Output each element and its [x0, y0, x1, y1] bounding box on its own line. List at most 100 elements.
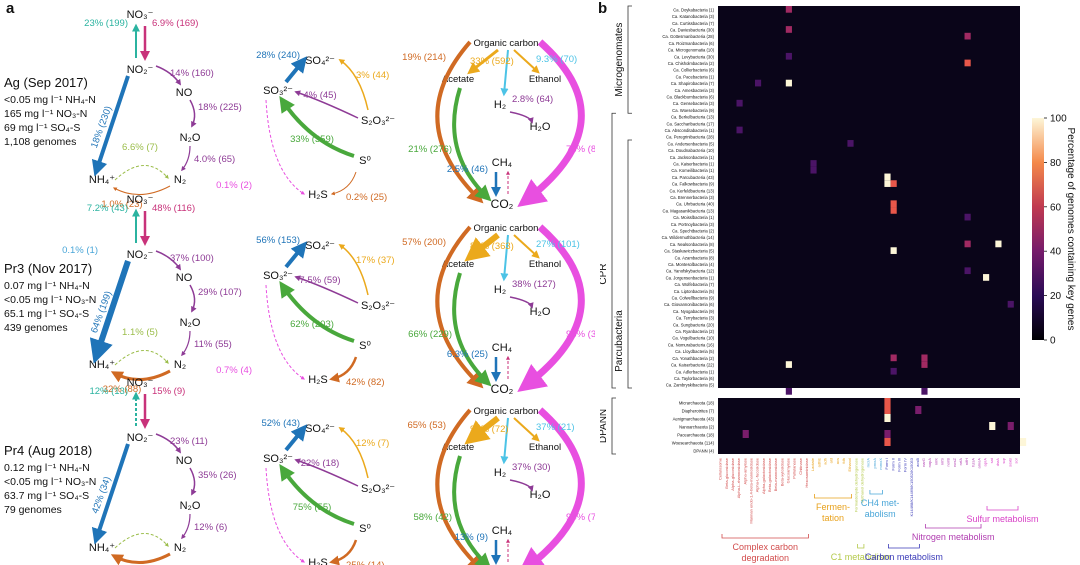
heatmap-column-label: Form II — [890, 458, 895, 471]
flux-label: 33% (592) — [470, 56, 514, 67]
node-h2s: H₂S — [308, 189, 328, 201]
heatmap-column-label: narG — [921, 458, 926, 467]
heatmap-row-label: Ca. Woesebacteria (9) — [672, 108, 714, 113]
node-co2: CO₂ — [491, 382, 514, 396]
category-bracket — [814, 494, 852, 499]
heatmap-row-label: Ca. Blackburnbacteria (6) — [667, 94, 715, 99]
colorbar-tick-label: 100 — [1050, 114, 1067, 125]
category-label: C1 metabolism — [831, 552, 891, 562]
arrow-no2-nh4 — [89, 260, 131, 364]
flux-label: 4% (45) — [303, 90, 336, 101]
category-label: tation — [822, 513, 844, 523]
heatmap-column-label: Form IV — [903, 458, 908, 473]
heatmap-row-label: Ca. Shapirobacteria (7) — [671, 81, 715, 86]
heatmap-cell — [736, 99, 743, 107]
heatmap-column-label: sat — [989, 457, 994, 463]
flux-label: 14% (160) — [170, 68, 214, 79]
flux-label: 62% (203) — [290, 319, 334, 330]
flux-label: 58% (42) — [413, 512, 452, 523]
heatmap-cell — [964, 32, 971, 40]
arrow-s0-so3 — [279, 464, 355, 526]
heatmap-column-label: amoA — [977, 458, 982, 469]
flux-label: 52% (43) — [261, 418, 300, 429]
arrow-no-n2o — [189, 99, 197, 128]
heatmap-cell — [989, 422, 996, 430]
arrow-s2o3-so3 — [294, 90, 359, 119]
node-acetate: Acetate — [442, 442, 474, 453]
heatmap-cell — [847, 140, 854, 147]
heatmap-column-label: nifH — [964, 458, 969, 465]
heatmap-cell — [995, 240, 1002, 248]
heatmap-row-label: Ca. Jorgensenbacteria (1) — [666, 275, 715, 280]
node-n2o: N₂O — [180, 132, 201, 144]
heatmap-row-label: Ca. Berkelbacteria (13) — [671, 115, 715, 120]
category-bracket — [986, 506, 1019, 511]
site-line: <0.05 mg l⁻¹ NO₃-N — [4, 294, 97, 306]
arrow-ethanol-co2 — [517, 39, 585, 208]
colorbar-tick-label: 80 — [1050, 158, 1062, 169]
arrow-no2-nh4 — [91, 443, 130, 545]
cycle-diagrams: NO₃⁻ NO₂⁻ NO N₂O N₂ NH₄⁺ 23% (199) 6.9% (169) 14… — [62, 9, 595, 565]
flux-label: 12% (13) — [89, 386, 128, 397]
heatmap-cell — [1007, 300, 1014, 308]
heatmap-column-label: hzsA — [970, 458, 975, 467]
nitrogen-cycle: NO₃⁻ NO₂⁻ NO N₂O N₂ NH₄⁺ 12% (13) 15% (9) 23% (1… — [89, 377, 237, 565]
heatmap-column-label: sor — [1014, 457, 1019, 463]
flux-label: 42% (82) — [346, 377, 385, 388]
flux-label: 29% (107) — [198, 287, 242, 298]
arrow-h2-h2o — [509, 479, 534, 492]
heatmap-row-label: Ca. Kaiserbacteria (22) — [671, 363, 715, 368]
node-co2: CO₂ — [491, 197, 514, 211]
heatmap-row-label: Ca. Roizmanbacteria (6) — [669, 41, 715, 46]
heatmap-column-label: nirS — [940, 458, 945, 465]
flux-label: 0.1% (2) — [216, 180, 252, 191]
site-cycles: NO₃⁻ NO₂⁻ NO N₂O N₂ NH₄⁺ 12% (13) 15% (9) 23% (1… — [89, 377, 595, 565]
heatmap-row-label: Ca. Levybacteria (30) — [674, 54, 715, 59]
flux-label: 87% (363) — [470, 241, 514, 252]
site-name: Pr3 (Nov 2017) — [4, 261, 93, 276]
node-no2: NO₂⁻ — [127, 432, 154, 444]
site-line: 439 genomes — [4, 322, 68, 334]
heatmap-column-label: dsrA — [995, 458, 1000, 467]
flux-label: 11% (55) — [194, 339, 232, 350]
heatmap-column-label: Beta-mannosidase — [773, 457, 778, 491]
heatmap-row-label: Ca. Lloydbacteria (5) — [675, 349, 714, 354]
arrow-s2o3-so3 — [294, 458, 359, 487]
arrow-n2-nh4 — [110, 552, 171, 565]
flux-label: 23% (11) — [170, 436, 208, 447]
site-cycles: NO₃⁻ NO₂⁻ NO N₂O N₂ NH₄⁺ 23% (199) 6.9% (169) 14… — [84, 9, 595, 211]
arrow-s0-h2s — [329, 539, 358, 565]
colorbar-label: Percentage of genomes containing key gen… — [1065, 128, 1076, 331]
heatmap-row-label: Ca. Moisslbacteria (1) — [673, 215, 714, 220]
colorbar-tick-label: 20 — [1050, 291, 1062, 302]
arrow-so3-so4 — [284, 241, 308, 269]
heatmap-cell — [884, 180, 891, 187]
colorbar-tick-label: 60 — [1050, 202, 1062, 213]
node-s0: S⁰ — [359, 340, 371, 352]
heatmap-cell — [785, 361, 792, 368]
node-organic-carbon: Organic carbon — [474, 38, 539, 49]
heatmap-row-label: Ca. Magasanikbacteria (13) — [663, 208, 715, 213]
site-name: Pr4 (Aug 2018) — [4, 443, 93, 458]
node-h2o: H₂O — [530, 306, 551, 318]
heatmap-row-label: Ca. Parcubacteria (43) — [672, 175, 715, 180]
node-h2o: H₂O — [530, 121, 551, 133]
heatmap-column-label: Mannan endo-1,4-beta-mannosidase — [749, 457, 754, 523]
heatmap-row-label: Ca. Peregrinibacteria (28) — [666, 135, 715, 140]
heatmap-cell — [964, 240, 971, 248]
heatmap-cell — [884, 430, 891, 438]
heatmap-cell — [890, 247, 897, 254]
node-ethanol: Ethanol — [529, 74, 561, 85]
heatmap-column-label: Formaldehyde dehydrogenase — [853, 457, 858, 512]
heatmap-column-label: nosZ — [952, 457, 957, 466]
heatmap-row-label: Ca. Yonathbacteria (2) — [672, 356, 714, 361]
arrow-org-ethanol — [513, 234, 540, 259]
flux-label: 75% (55) — [293, 502, 332, 513]
flux-label: 2.5% (46) — [447, 164, 488, 175]
flux-label: 28% (240) — [256, 50, 300, 61]
flux-label: 25% (14) — [346, 560, 385, 565]
panel-label-b: b — [598, 0, 608, 17]
heatmap-row-label: Ca. Chisholmbacteria (2) — [668, 61, 715, 66]
flux-label: 33% (359) — [290, 134, 334, 145]
heatmap-column-label: Beta-glucosidase — [724, 457, 729, 488]
